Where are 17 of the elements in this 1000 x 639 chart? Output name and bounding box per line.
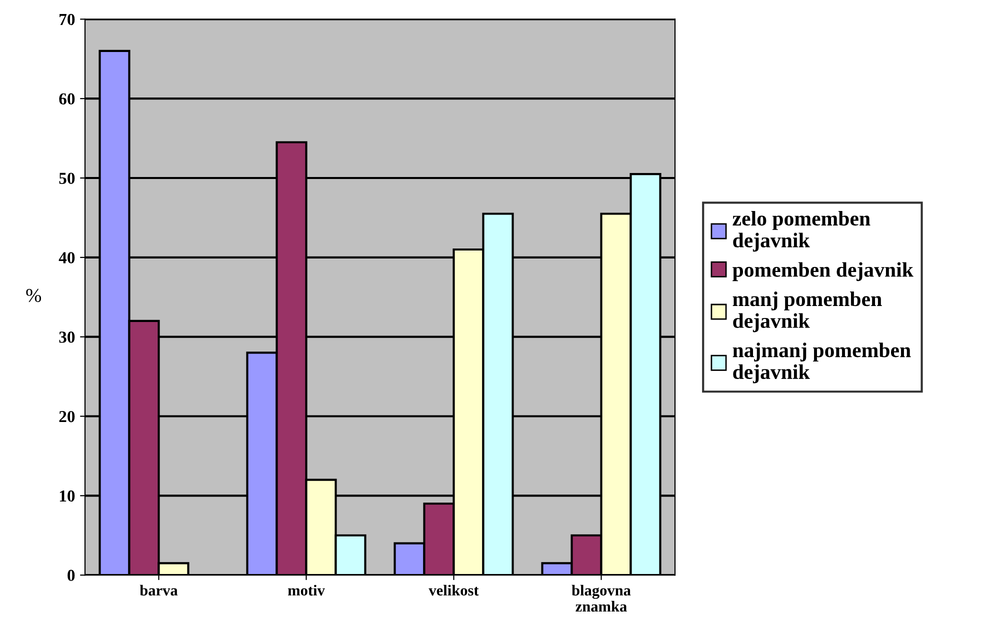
x-tick-label: blagovna znamka bbox=[572, 584, 631, 612]
y-tick-label: 10 bbox=[60, 490, 75, 502]
y-tick-label: 40 bbox=[58, 252, 75, 264]
legend-label: manj pomemben dejavnik bbox=[732, 292, 882, 332]
y-tick-label: 70 bbox=[60, 14, 75, 26]
legend-label: najmanj pomemben dejavnik bbox=[732, 342, 911, 384]
y-tick-label: 60 bbox=[59, 93, 75, 105]
x-tick-label: barva bbox=[140, 584, 178, 596]
y-tick-label: 30 bbox=[59, 332, 75, 343]
y-tick-label: 50 bbox=[59, 172, 75, 184]
x-tick-label: motiv bbox=[288, 584, 325, 596]
x-tick-label: velikost bbox=[428, 584, 479, 596]
legend-label: zelo pomemben dejavnik bbox=[732, 210, 870, 252]
y-tick-label: 0 bbox=[68, 570, 75, 582]
y-tick-label: 20 bbox=[59, 410, 75, 422]
legend-label: pomemben dejavnik bbox=[732, 262, 914, 282]
y-axis-title: % bbox=[26, 288, 42, 302]
